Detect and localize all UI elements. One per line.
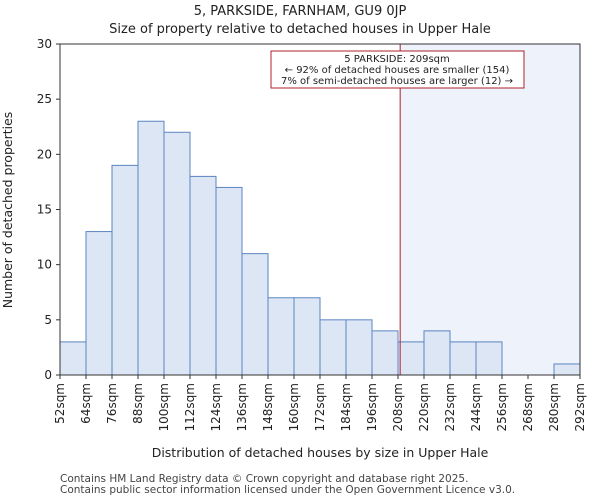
x-tick-label: 196sqm	[365, 383, 379, 431]
bar	[293, 297, 321, 376]
annotation-line3: 7% of semi-detached houses are larger (1…	[281, 76, 513, 87]
bars-group	[59, 120, 581, 376]
x-tick-label: 88sqm	[131, 383, 145, 424]
chart-title-line2: Size of property relative to detached ho…	[109, 22, 491, 37]
y-tick-label: 5	[44, 313, 52, 327]
x-tick-label: 64sqm	[79, 383, 93, 424]
bar	[111, 164, 139, 376]
x-tick-label: 160sqm	[287, 383, 301, 431]
bar	[189, 175, 217, 376]
bar	[345, 319, 373, 376]
x-axis: 52sqm 64sqm 76sqm 88sqm 100sqm 112sqm 124sqm 13…	[53, 375, 587, 431]
bar	[85, 231, 113, 376]
bar	[371, 330, 399, 376]
bar	[553, 363, 581, 376]
x-tick-label: 100sqm	[157, 383, 171, 431]
x-tick-label: 220sqm	[417, 383, 431, 431]
footer-line-1: Contains HM Land Registry data © Crown c…	[60, 473, 469, 485]
bar	[423, 330, 451, 376]
x-tick-label: 184sqm	[339, 383, 353, 431]
x-tick-label: 172sqm	[313, 383, 327, 431]
annotation-box: 5 PARKSIDE: 209sqm ← 92% of detached hou…	[270, 50, 525, 89]
x-tick-label: 292sqm	[573, 383, 587, 431]
y-axis-label: Number of detached properties	[0, 112, 15, 309]
bar	[319, 319, 347, 376]
x-tick-label: 112sqm	[183, 383, 197, 431]
annotation-line1: 5 PARKSIDE: 209sqm	[344, 54, 450, 65]
x-tick-label: 244sqm	[469, 383, 483, 431]
x-tick-label: 208sqm	[391, 383, 405, 431]
bar	[397, 341, 425, 376]
y-tick-label: 30	[37, 37, 52, 51]
x-tick-label: 52sqm	[53, 383, 67, 424]
bar	[215, 186, 243, 376]
y-tick-label: 25	[37, 92, 52, 106]
bar	[241, 253, 269, 376]
bar	[59, 341, 87, 376]
x-tick-label: 136sqm	[235, 383, 249, 431]
x-tick-label: 232sqm	[443, 383, 457, 431]
x-tick-label: 148sqm	[261, 383, 275, 431]
bar	[449, 341, 477, 376]
x-tick-label: 280sqm	[547, 383, 561, 431]
x-axis-label: Distribution of detached houses by size …	[152, 445, 489, 460]
x-tick-label: 256sqm	[495, 383, 509, 431]
y-tick-label: 0	[44, 368, 52, 382]
y-tick-label: 15	[37, 203, 52, 217]
footer-line-2: Contains public sector information licen…	[60, 484, 516, 496]
y-axis: 0 5 10 15 20 25 30	[37, 37, 60, 382]
y-tick-label: 10	[37, 258, 52, 272]
bar	[475, 341, 503, 376]
x-tick-label: 124sqm	[209, 383, 223, 431]
bar	[137, 120, 165, 376]
highlight-region	[400, 44, 580, 375]
x-tick-label: 76sqm	[105, 383, 119, 424]
chart-title-line1: 5, PARKSIDE, FARNHAM, GU9 0JP	[194, 4, 407, 19]
bar	[267, 297, 295, 376]
x-tick-label: 268sqm	[521, 383, 535, 431]
bar	[163, 131, 191, 376]
annotation-line2: ← 92% of detached houses are smaller (15…	[285, 65, 510, 76]
y-tick-label: 20	[37, 147, 52, 161]
